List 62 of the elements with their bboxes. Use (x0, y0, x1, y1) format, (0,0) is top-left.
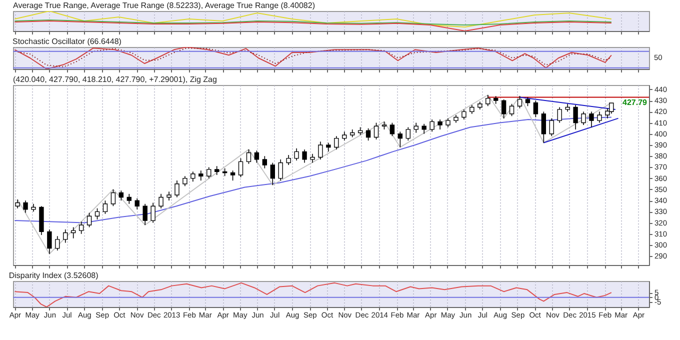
candlestick (501, 99, 506, 119)
candlestick (174, 180, 180, 198)
candlestick (63, 229, 68, 244)
candlestick (55, 236, 60, 251)
candlestick (462, 109, 466, 120)
annotation: 427.79 (622, 98, 648, 108)
candlestick (541, 111, 546, 144)
candlestick (398, 131, 403, 148)
candlestick (238, 158, 244, 178)
candlestick (286, 154, 291, 166)
candlestick (206, 166, 212, 179)
candlestick (278, 159, 283, 181)
candlestick (430, 119, 434, 132)
candlestick (102, 200, 108, 214)
candlestick (438, 119, 442, 130)
candlestick (134, 198, 140, 210)
candlestick (246, 149, 252, 164)
candlestick (318, 141, 323, 160)
chart-title: (420.040, 427.790, 418.210, 427.790, +7.29001), Zig Zag (13, 75, 217, 84)
candlestick (609, 102, 614, 114)
candlestick (23, 200, 28, 214)
candlestick (182, 176, 188, 187)
candlestick (158, 193, 164, 209)
candlestick (262, 156, 268, 169)
candlestick (302, 149, 307, 164)
candlestick (142, 203, 148, 226)
candlestick (126, 193, 132, 204)
candlestick (254, 150, 260, 164)
candlestick (509, 103, 514, 117)
candlestick (86, 212, 92, 228)
candlestick (110, 189, 116, 207)
candlestick (390, 122, 395, 137)
candlestick (533, 100, 538, 118)
candlestick (270, 162, 275, 186)
candlestick (150, 202, 156, 224)
candlestick (422, 123, 426, 134)
candlestick (366, 128, 371, 141)
candlestick (557, 106, 562, 124)
chart-title: Stochastic Oscillator (66.6448) (12, 37, 122, 46)
candlestick (581, 111, 586, 126)
candlestick (47, 229, 52, 254)
candlestick (517, 96, 522, 109)
candlestick (198, 170, 204, 181)
candlestick (406, 126, 410, 141)
candlestick (190, 171, 196, 182)
line-series (14, 282, 612, 307)
candlestick (94, 208, 100, 220)
candlestick (414, 122, 418, 134)
candlestick (549, 118, 554, 137)
candlestick (78, 221, 84, 234)
candlestick (294, 148, 299, 161)
candlestick (230, 170, 236, 181)
candlestick (334, 136, 339, 150)
candlestick (589, 111, 594, 128)
chart-title: Average True Range, Average True Range (8.52233), Average True Range (8.40082) (13, 1, 316, 10)
candlestick (118, 190, 124, 201)
chart-title: Disparity Index (3.52608) (8, 271, 99, 280)
candlestick (71, 226, 76, 239)
candlestick (597, 111, 602, 124)
candlestick (573, 104, 578, 130)
candlestick (486, 94, 490, 107)
candlestick (374, 122, 379, 140)
